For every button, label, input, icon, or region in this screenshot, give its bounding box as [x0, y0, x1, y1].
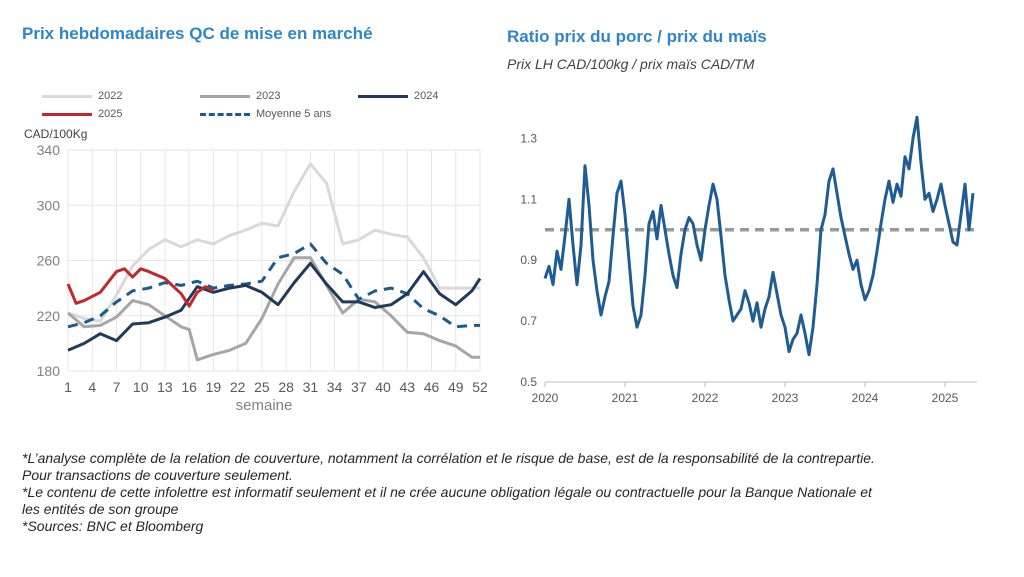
x-tick-label: 2023 [772, 391, 799, 405]
y-tick-label: 1.1 [520, 192, 537, 206]
legend-item-2023: 2023 [200, 90, 280, 102]
series-line-2023 [67, 256, 480, 362]
right-chart-title: Ratio prix du porc / prix du maïs [507, 27, 767, 46]
x-tick-label: 40 [375, 379, 391, 395]
series-line-moyenne-5-ans [67, 242, 480, 329]
footnote-1: *L’analyse complète de la relation de co… [22, 450, 875, 483]
footnotes: *L’analyse complète de la relation de co… [22, 450, 882, 535]
x-tick-label: 19 [206, 379, 222, 395]
legend-label-moyenne: Moyenne 5 ans [256, 108, 332, 120]
series-line-2025 [66, 267, 215, 308]
x-tick-label: 28 [278, 379, 294, 395]
x-tick-label: 13 [157, 379, 173, 395]
legend-swatch-moyenne [200, 112, 250, 116]
x-tick-label: 2022 [692, 391, 719, 405]
x-tick-label: 22 [230, 379, 246, 395]
y-tick-label: 180 [37, 363, 61, 379]
right-axes: 0.5 0.7 0.9 1.1 1.3 2020 2021 2022 2023 2024 2025 [520, 131, 977, 405]
x-tick-label: 2025 [932, 391, 959, 405]
legend-label-2025: 2025 [98, 108, 123, 120]
right-chart-subtitle: Prix LH CAD/100kg / prix maïs CAD/TM [507, 56, 755, 72]
y-axis-unit-label: CAD/100Kg [24, 127, 87, 141]
y-tick-label: 0.5 [520, 375, 537, 389]
legend-item-moyenne: Moyenne 5 ans [200, 108, 331, 120]
y-tick-label: 260 [37, 253, 61, 269]
x-tick-label: 16 [181, 379, 197, 395]
x-tick-label: 34 [327, 379, 343, 395]
x-tick-label: 7 [113, 379, 121, 395]
x-tick-label: 1 [64, 379, 72, 395]
footnote-3: *Sources: BNC et Bloomberg [22, 518, 204, 534]
legend-label-2024: 2024 [414, 90, 439, 102]
legend-swatch-2023 [200, 94, 250, 98]
y-tick-label: 340 [37, 142, 61, 158]
x-tick-label: 43 [400, 379, 416, 395]
x-tick-label: 37 [351, 379, 367, 395]
x-tick-label: 25 [254, 379, 270, 395]
series-line-2022 [67, 162, 480, 323]
x-tick-label: 46 [424, 379, 440, 395]
x-tick-label: 10 [133, 379, 149, 395]
x-tick-label: 4 [88, 379, 96, 395]
y-tick-label: 0.9 [520, 253, 537, 267]
y-tick-label: 1.3 [520, 131, 537, 145]
left-line-chart: CAD/100Kg 180 220 260 300 340 1 4 7 10 13 16 19 22 25 2… [24, 127, 488, 414]
legend-swatch-2025 [42, 112, 92, 116]
x-tick-label: 49 [448, 379, 464, 395]
legend-swatch-2022 [42, 94, 92, 98]
left-axes: CAD/100Kg 180 220 260 300 340 1 4 7 10 13 16 19 22 25 2… [24, 127, 488, 414]
right-series-group [543, 115, 977, 357]
series-line-2024 [67, 261, 482, 352]
x-tick-label: 2020 [532, 391, 559, 405]
x-axis-title: semaine [236, 397, 293, 414]
left-chart-title: Prix hebdomadaires QC de mise en marché [22, 24, 373, 43]
x-tick-label: 31 [303, 379, 319, 395]
x-tick-label: 2024 [852, 391, 879, 405]
y-tick-label: 220 [37, 308, 61, 324]
y-tick-label: 300 [37, 197, 61, 213]
x-tick-label: 52 [472, 379, 488, 395]
legend-item-2025: 2025 [42, 108, 122, 120]
legend-swatch-2024 [358, 94, 408, 98]
legend-item-2022: 2022 [42, 90, 122, 102]
ratio-series-line [543, 115, 975, 357]
right-line-chart: 0.5 0.7 0.9 1.1 1.3 2020 2021 2022 2023 2024 2025 [520, 115, 977, 405]
legend-label-2023: 2023 [256, 90, 281, 102]
y-tick-label: 0.7 [520, 314, 537, 328]
legend-label-2022: 2022 [98, 90, 123, 102]
x-tick-label: 2021 [612, 391, 639, 405]
legend-item-2024: 2024 [358, 90, 438, 102]
footnote-2: *Le contenu de cette infolettre est info… [22, 484, 872, 517]
left-series-group [66, 162, 482, 362]
